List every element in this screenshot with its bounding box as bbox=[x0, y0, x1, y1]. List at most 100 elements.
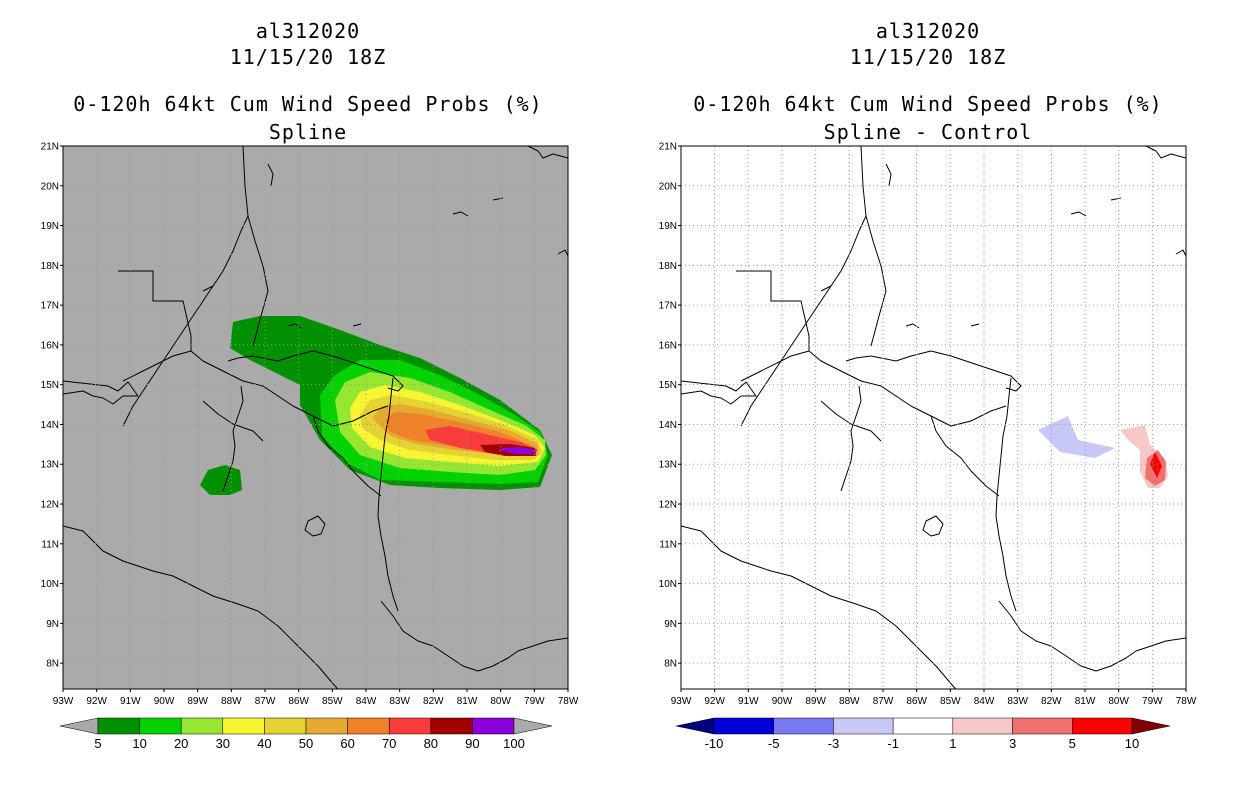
lat-label: 21N bbox=[41, 142, 59, 153]
colorbar-segment bbox=[1012, 717, 1073, 735]
colorbar-label: 30 bbox=[216, 736, 230, 751]
right-title-line1: al312020 bbox=[875, 19, 981, 43]
left-map-panel: 21N 20N 19N 18N 17N 16N 15N 14N 13N 12N 11N 10N 9N 8N… bbox=[41, 142, 579, 708]
lat-label: 8N bbox=[664, 659, 677, 670]
lat-label: 20N bbox=[41, 181, 59, 192]
left-coastlines bbox=[63, 146, 568, 689]
lat-label: 13N bbox=[659, 460, 677, 471]
lon-label: 83W bbox=[389, 696, 410, 707]
lon-label: 93W bbox=[53, 696, 74, 707]
lon-label: 93W bbox=[671, 696, 692, 707]
lon-label: 92W bbox=[86, 696, 107, 707]
lat-label: 13N bbox=[41, 460, 59, 471]
lat-label: 19N bbox=[659, 221, 677, 232]
lat-label: 15N bbox=[41, 380, 59, 391]
lon-label: 91W bbox=[738, 696, 759, 707]
colorbar-segment bbox=[305, 717, 348, 735]
lon-label: 85W bbox=[940, 696, 961, 707]
colorbar-label: 50 bbox=[299, 736, 313, 751]
colorbar-label: 5 bbox=[1069, 736, 1076, 751]
left-title-line1: al312020 bbox=[255, 19, 361, 43]
right-coastlines bbox=[681, 146, 1186, 689]
left-title-line3: 0-120h 64kt Cum Wind Speed Probs (%) bbox=[73, 92, 543, 116]
lon-label: 85W bbox=[322, 696, 343, 707]
right-map-panel: 21N 20N 19N 18N 17N 16N 15N 14N 13N 12N 11N 10N 9N 8N… bbox=[659, 142, 1197, 708]
colorbar-segment bbox=[952, 717, 1013, 735]
lat-label: 18N bbox=[659, 261, 677, 272]
lat-label: 20N bbox=[659, 181, 677, 192]
lat-label: 12N bbox=[41, 500, 59, 511]
colorbar-label: 60 bbox=[340, 736, 354, 751]
right-map-frame bbox=[680, 145, 1187, 690]
lon-label: 90W bbox=[772, 696, 793, 707]
lon-label: 78W bbox=[1176, 696, 1197, 707]
colorbar-segment bbox=[139, 717, 182, 735]
lon-label: 88W bbox=[839, 696, 860, 707]
lat-label: 11N bbox=[659, 539, 677, 550]
lon-label: 87W bbox=[255, 696, 276, 707]
lat-label: 10N bbox=[659, 579, 677, 590]
colorbar-segment bbox=[1072, 717, 1133, 735]
lat-label: 18N bbox=[41, 261, 59, 272]
colorbar-segment bbox=[892, 717, 954, 735]
lon-label: 84W bbox=[356, 696, 377, 707]
lat-label: 17N bbox=[41, 301, 59, 312]
lon-label: 90W bbox=[154, 696, 175, 707]
colorbar-segment bbox=[180, 717, 224, 735]
lon-label: 81W bbox=[1075, 696, 1096, 707]
colorbar-segment bbox=[347, 717, 390, 735]
colorbar-label: 90 bbox=[465, 736, 479, 751]
right-title-line2: 11/15/20 18Z bbox=[849, 45, 1007, 69]
lon-label: 88W bbox=[221, 696, 242, 707]
colorbar-segment bbox=[773, 717, 834, 735]
colorbar-segment bbox=[833, 717, 894, 735]
colorbar-label: -10 bbox=[705, 736, 724, 751]
right-axis-labels: 21N 20N 19N 18N 17N 16N 15N 14N 13N 12N 11N 10N 9N 8N… bbox=[659, 142, 1197, 708]
left-map-frame bbox=[62, 145, 569, 690]
right-title-line3: 0-120h 64kt Cum Wind Speed Probs (%) bbox=[693, 92, 1163, 116]
left-title-line4: Spline bbox=[268, 120, 348, 144]
lon-label: 82W bbox=[1041, 696, 1062, 707]
colorbar-segment bbox=[388, 717, 432, 735]
colorbar-over-triangle bbox=[1131, 717, 1171, 735]
lon-label: 79W bbox=[1142, 696, 1163, 707]
colorbar-label: 5 bbox=[94, 736, 101, 751]
colorbar-under-triangle bbox=[675, 717, 715, 735]
colorbar-label: 100 bbox=[503, 736, 525, 751]
lon-label: 84W bbox=[974, 696, 995, 707]
colorbar-label: 80 bbox=[424, 736, 438, 751]
lat-label: 9N bbox=[664, 619, 677, 630]
lon-label: 78W bbox=[558, 696, 579, 707]
lon-label: 82W bbox=[423, 696, 444, 707]
left-colorbar: 5 10 20 30 40 50 60 70 80 90 100 bbox=[59, 717, 553, 751]
colorbar-label: 10 bbox=[132, 736, 146, 751]
lat-label: 16N bbox=[659, 340, 677, 351]
colorbar-label: 3 bbox=[1009, 736, 1016, 751]
lon-label: 87W bbox=[873, 696, 894, 707]
colorbar-segment bbox=[97, 717, 140, 735]
lat-label: 11N bbox=[41, 539, 59, 550]
lon-label: 89W bbox=[805, 696, 826, 707]
lat-label: 19N bbox=[41, 221, 59, 232]
right-difference-contours bbox=[1038, 416, 1168, 488]
lat-label: 15N bbox=[659, 380, 677, 391]
lon-label: 80W bbox=[1108, 696, 1129, 707]
right-colorbar: -10 -5 -3 -1 1 3 5 10 bbox=[675, 717, 1171, 751]
lat-label: 10N bbox=[41, 579, 59, 590]
left-title-line2: 11/15/20 18Z bbox=[229, 45, 387, 69]
left-axis-labels: 21N 20N 19N 18N 17N 16N 15N 14N 13N 12N 11N 10N 9N 8N… bbox=[41, 142, 579, 708]
lat-label: 8N bbox=[46, 659, 59, 670]
left-probability-contours bbox=[200, 316, 552, 495]
lat-label: 21N bbox=[659, 142, 677, 153]
colorbar-segment bbox=[222, 717, 265, 735]
lon-label: 89W bbox=[187, 696, 208, 707]
lon-label: 86W bbox=[906, 696, 927, 707]
lon-label: 86W bbox=[288, 696, 309, 707]
lon-label: 92W bbox=[704, 696, 725, 707]
colorbar-label: 20 bbox=[174, 736, 188, 751]
colorbar-under-triangle bbox=[59, 717, 99, 735]
lat-label: 14N bbox=[659, 420, 677, 431]
colorbar-label: -1 bbox=[887, 736, 899, 751]
colorbar-label: 1 bbox=[949, 736, 956, 751]
